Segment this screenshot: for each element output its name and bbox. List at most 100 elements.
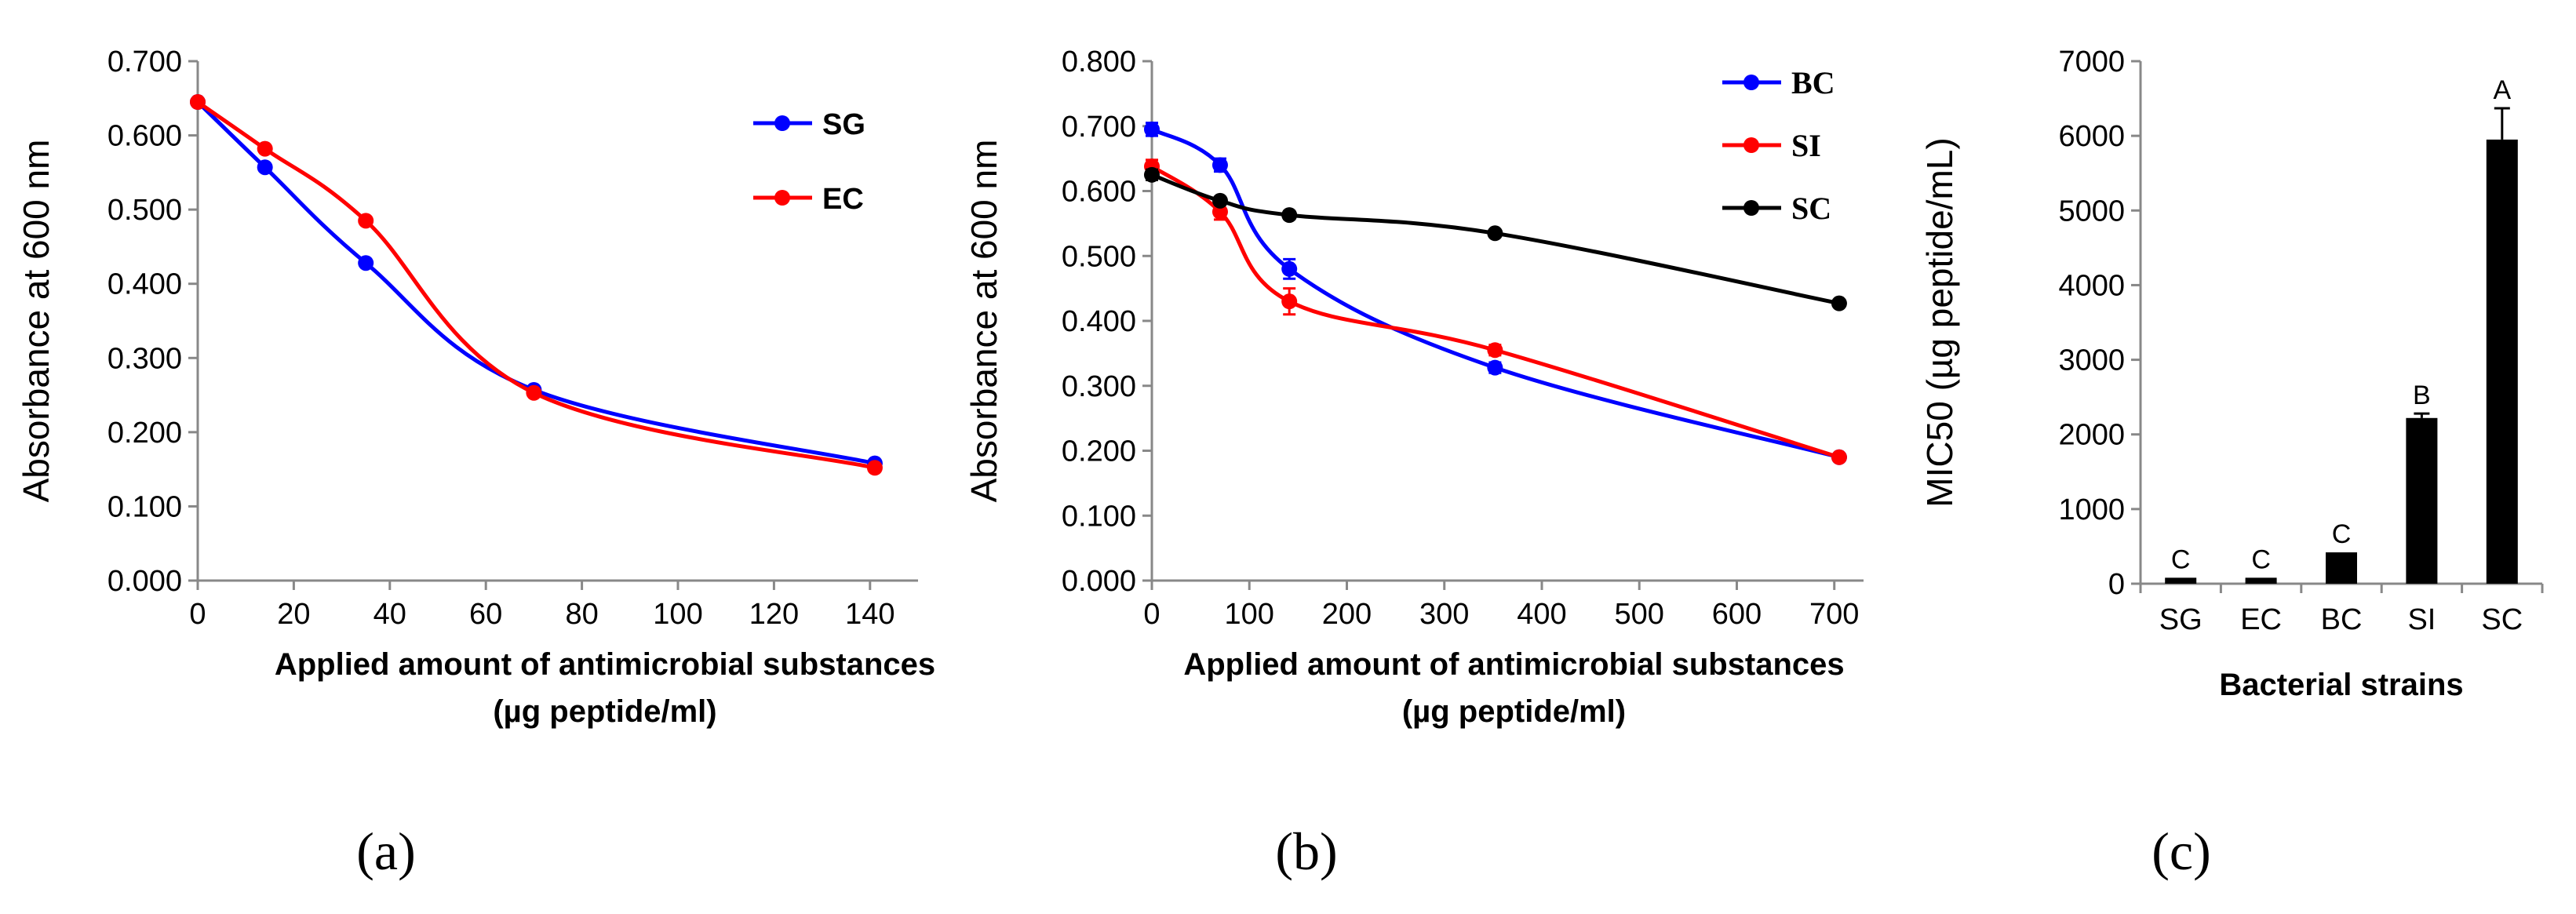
significance-letter: A — [2493, 75, 2511, 105]
data-point-sc — [1144, 166, 1160, 183]
x-tick-label: 140 — [845, 598, 894, 631]
y-tick-label: 7000 — [2058, 46, 2125, 78]
panel-c: 0 1000 2000 3000 4000 5000 6000 7000 C SG C EC C BC B S… — [1919, 46, 2544, 881]
x-tick-label: 80 — [565, 598, 598, 631]
x-tick-label: 700 — [1809, 598, 1859, 631]
legend-label-sc: SC — [1791, 191, 1831, 226]
data-point-ec — [526, 384, 542, 401]
legend-marker-si — [1743, 137, 1759, 153]
data-point-sg — [358, 255, 374, 271]
x-tick-label: 20 — [277, 598, 310, 631]
y-tick-label: 0.300 — [107, 342, 182, 375]
data-point-sc — [1211, 192, 1228, 209]
data-point-bc — [1211, 157, 1228, 173]
data-point-si — [1831, 449, 1847, 465]
x-tick-label: 200 — [1322, 598, 1372, 631]
y-tick-label: 0.500 — [107, 194, 182, 227]
category-label: SI — [2407, 603, 2436, 636]
y-tick-label: 0.100 — [1062, 500, 1136, 533]
significance-letter: C — [2171, 544, 2191, 574]
bar-sc — [2486, 139, 2518, 584]
x-tick-label: 100 — [1225, 598, 1274, 631]
y-tick-label: 0.400 — [1062, 305, 1136, 338]
y-tick-label: 0.200 — [107, 417, 182, 450]
y-tick-label: 3000 — [2058, 344, 2125, 377]
panel-label: (b) — [1275, 821, 1337, 881]
data-point-ec — [358, 213, 374, 229]
y-tick-label: 0 — [2108, 568, 2125, 601]
y-tick-label: 1000 — [2058, 493, 2125, 526]
legend-marker-sc — [1743, 200, 1759, 216]
y-tick-label: 0.200 — [1062, 435, 1136, 468]
data-point-ec — [190, 94, 206, 111]
significance-letter: B — [2413, 381, 2431, 410]
x-tick-label: 300 — [1419, 598, 1469, 631]
panel-label: (c) — [2152, 821, 2210, 881]
category-label: BC — [2321, 603, 2363, 636]
y-axis-title: MIC50 (µg peptide/mL) — [1919, 137, 1960, 507]
significance-letter: C — [2332, 519, 2352, 549]
series-line-ec — [196, 100, 876, 470]
x-tick-label: 0 — [189, 598, 206, 631]
x-axis-title-line1: Applied amount of antimicrobial substanc… — [1183, 647, 1844, 682]
data-point-bc — [1144, 121, 1160, 137]
legend-label-ec: EC — [822, 183, 864, 216]
legend-label-si: SI — [1791, 128, 1821, 163]
legend-label-bc: BC — [1791, 65, 1835, 100]
legend-marker-sg — [774, 115, 790, 131]
series-line-sg — [196, 100, 876, 466]
data-point-sc — [1487, 225, 1503, 242]
data-point-si — [1211, 203, 1228, 220]
y-axis-title: Absorbance at 600 nm — [964, 140, 1004, 503]
panel-b: 0.000 0.100 0.200 0.300 0.400 0.500 0.600 0.700… — [964, 46, 1864, 881]
x-tick-label: 0 — [1143, 598, 1160, 631]
x-axis-title: Bacterial strains — [2219, 668, 2463, 702]
category-label: SC — [2481, 603, 2523, 636]
panel-a: 0.000 0.100 0.200 0.300 0.400 0.500 0.600 0.700… — [16, 46, 935, 881]
y-tick-label: 2000 — [2058, 419, 2125, 452]
y-tick-label: 5000 — [2058, 195, 2125, 228]
series-line-bc — [1150, 127, 1840, 460]
y-tick-label: 0.700 — [1062, 111, 1136, 144]
y-tick-label: 0.000 — [1062, 565, 1136, 598]
x-axis-title-line1: Applied amount of antimicrobial substanc… — [275, 647, 935, 682]
bar-si — [2406, 417, 2438, 584]
x-axis-title-line2: (µg peptide/ml) — [493, 694, 716, 729]
legend-label-sg: SG — [822, 108, 865, 141]
data-point-si — [1281, 293, 1298, 310]
data-point-sg — [257, 159, 273, 176]
y-tick-label: 0.500 — [1062, 240, 1136, 273]
y-tick-label: 4000 — [2058, 269, 2125, 302]
y-tick-label: 0.600 — [1062, 176, 1136, 209]
data-point-ec — [866, 460, 883, 476]
y-axis-title: Absorbance at 600 nm — [16, 140, 56, 503]
data-point-sc — [1831, 295, 1847, 311]
bar-bc — [2326, 552, 2357, 584]
y-tick-label: 0.100 — [107, 490, 182, 523]
legend-marker-ec — [774, 190, 790, 206]
significance-letter: C — [2251, 544, 2271, 574]
data-point-bc — [1281, 260, 1298, 277]
x-axis-title-line2: (µg peptide/ml) — [1402, 694, 1626, 729]
x-tick-label: 600 — [1712, 598, 1762, 631]
y-tick-label: 0.600 — [107, 120, 182, 153]
y-tick-label: 0.000 — [107, 565, 182, 598]
data-point-ec — [257, 140, 273, 157]
y-tick-label: 0.700 — [107, 46, 182, 78]
bar-sg — [2165, 577, 2197, 584]
bar-ec — [2245, 577, 2277, 584]
x-tick-label: 120 — [749, 598, 799, 631]
y-tick-label: 0.300 — [1062, 370, 1136, 403]
data-point-sc — [1281, 207, 1298, 224]
x-tick-label: 400 — [1517, 598, 1566, 631]
category-label: EC — [2240, 603, 2282, 636]
panel-label: (a) — [356, 821, 415, 881]
data-point-bc — [1487, 359, 1503, 376]
category-label: SG — [2159, 603, 2203, 636]
data-point-si — [1487, 342, 1503, 359]
x-tick-label: 60 — [469, 598, 502, 631]
y-tick-label: 0.800 — [1062, 46, 1136, 78]
y-tick-label: 6000 — [2058, 120, 2125, 153]
y-tick-label: 0.400 — [107, 268, 182, 301]
